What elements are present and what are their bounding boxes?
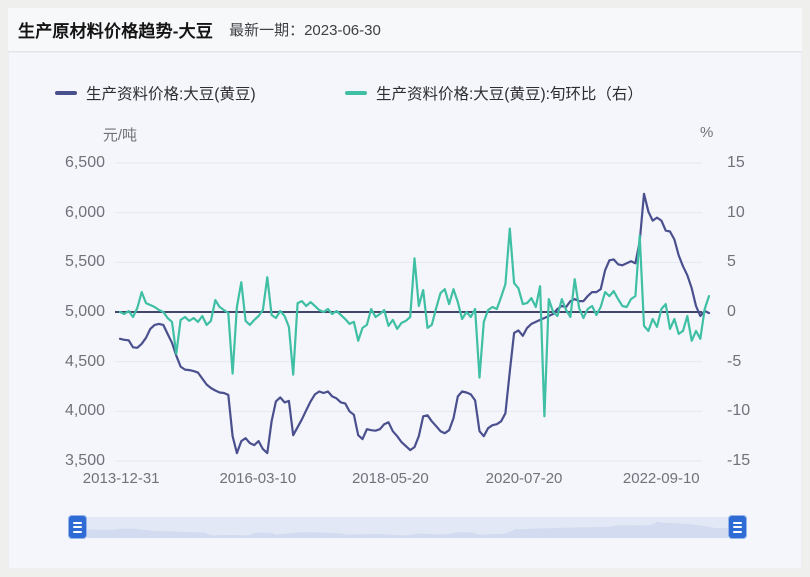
datazoom-left-handle[interactable]: [68, 515, 87, 539]
legend-item-pct-change[interactable]: 生产资料价格:大豆(黄豆):旬环比（右）: [345, 82, 643, 104]
latest-period-label: 最新一期：2023-06-30: [229, 22, 381, 39]
left-axis-tick: 6,500: [64, 154, 105, 171]
left-axis-unit: 元/吨: [102, 127, 137, 144]
chart-header: 生产原材料价格趋势-大豆 最新一期：2023-06-30: [8, 8, 802, 52]
left-axis-tick: 5,500: [64, 253, 105, 271]
right-axis-tick: 5: [727, 253, 736, 271]
line-swatch-icon: [55, 91, 77, 95]
chart-legend: 生产资料价格:大豆(黄豆) 生产资料价格:大豆(黄豆):旬环比（右）: [0, 82, 810, 104]
left-axis-tick: 3,500: [64, 452, 105, 469]
grip-lines-icon: [73, 521, 82, 524]
left-axis-tick: 5,000: [64, 303, 105, 320]
legend-item-price[interactable]: 生产资料价格:大豆(黄豆): [55, 82, 256, 104]
right-axis-tick: -10: [727, 402, 751, 420]
datazoom-preview: [87, 521, 728, 538]
right-axis-tick: -15: [727, 452, 751, 469]
line-swatch-icon: [345, 91, 367, 95]
plot-area[interactable]: [115, 150, 710, 465]
grip-lines-icon: [733, 530, 742, 533]
datazoom-track[interactable]: [87, 517, 728, 538]
right-axis-tick: 10: [727, 203, 745, 221]
datazoom-right-handle[interactable]: [728, 515, 747, 539]
grip-lines-icon: [73, 530, 82, 533]
left-axis-tick: 4,500: [64, 352, 105, 370]
left-axis-tick: 6,000: [64, 203, 105, 221]
x-axis-tick: 2020-07-20: [485, 470, 563, 487]
x-axis-tick: 2022-09-10: [622, 470, 700, 487]
grip-lines-icon: [733, 521, 742, 524]
right-axis-tick: -5: [727, 352, 742, 370]
grip-lines-icon: [73, 526, 82, 528]
x-axis-tick: 2013-12-31: [82, 470, 160, 487]
latest-period-value: 2023-06-30: [304, 22, 381, 39]
left-axis-tick: 4,000: [64, 402, 105, 420]
right-axis-tick: 15: [727, 154, 745, 171]
x-axis-tick: 2016-03-10: [219, 470, 297, 487]
right-axis-tick: 0: [727, 303, 736, 320]
x-axis-tick: 2018-05-20: [351, 470, 429, 487]
page-title: 生产原材料价格趋势-大豆: [18, 22, 214, 41]
grip-lines-icon: [733, 526, 742, 528]
right-axis-unit: %: [700, 124, 714, 141]
